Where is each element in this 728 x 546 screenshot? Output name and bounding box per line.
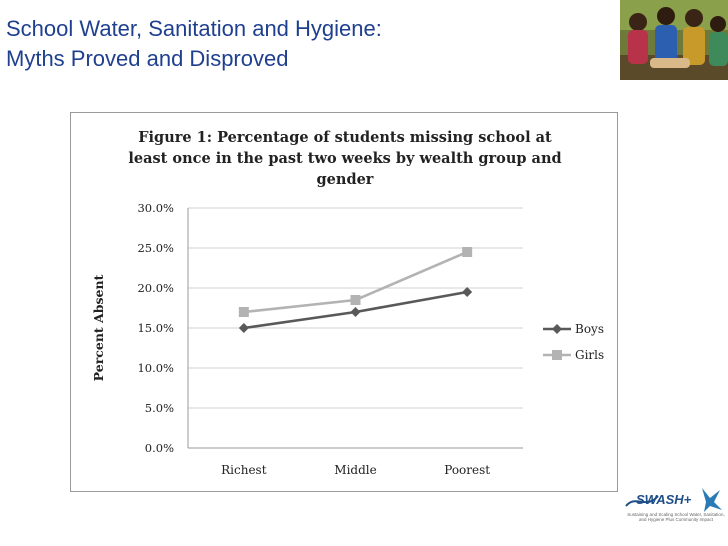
x-tick-label: Middle (334, 463, 376, 477)
y-tick-label: 15.0% (137, 321, 174, 335)
logo-caption-line-1: Sustaining and Scaling School Water, San… (627, 512, 725, 517)
y-tick-label: 20.0% (137, 281, 174, 295)
line-chart: 0.0% 5.0% 10.0% 15.0% 20.0% 25.0% 30.0% Richest… (91, 201, 604, 477)
data-point-boys (350, 307, 361, 317)
y-tick-label: 0.0% (145, 441, 174, 455)
y-tick-label: 10.0% (137, 361, 174, 375)
data-point-girls (238, 307, 249, 317)
y-tick-label: 30.0% (137, 201, 174, 215)
data-point-girls (350, 295, 361, 305)
y-tick-label: 5.0% (145, 401, 174, 415)
y-tick-label: 25.0% (137, 241, 174, 255)
logo-caption-line-2: and Hygiene Plus Community Impact (638, 517, 714, 522)
legend-label-boys: Boys (575, 322, 604, 336)
chart-panel: Figure 1: Percentage of students missing… (70, 112, 618, 492)
y-axis-label: Percent Absent (91, 274, 106, 381)
slide-title-line-1: School Water, Sanitation and Hygiene: (6, 16, 382, 41)
chart-title-line-2: least once in the past two weeks by weal… (128, 150, 562, 167)
x-tick-label: Poorest (444, 463, 490, 477)
swash-logo: SWASH+ (622, 484, 726, 530)
data-point-boys (462, 287, 473, 297)
slide-title: School Water, Sanitation and Hygiene: My… (6, 14, 606, 74)
legend-marker-boys (552, 324, 562, 334)
data-point-girls (462, 247, 473, 257)
chart-title-line-1: Figure 1: Percentage of students missing… (138, 129, 552, 146)
logo-caption: Sustaining and Scaling School Water, San… (624, 512, 728, 522)
data-point-boys (238, 323, 249, 333)
chart-title: Figure 1: Percentage of students missing… (71, 127, 619, 190)
legend-marker-girls (552, 350, 562, 360)
chart-title-line-3: gender (316, 171, 374, 188)
children-photo (620, 0, 728, 80)
logo-text: SWASH+ (636, 492, 692, 507)
x-tick-label: Richest (221, 463, 267, 477)
slide-title-line-2: Myths Proved and Disproved (6, 46, 289, 71)
legend-label-girls: Girls (575, 348, 604, 362)
